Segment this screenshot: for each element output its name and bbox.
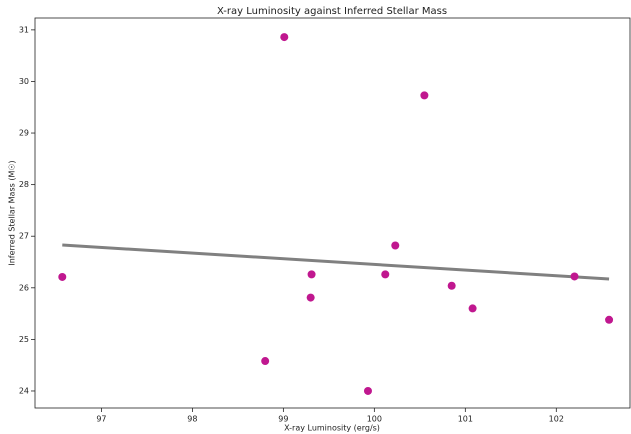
x-tick-label: 102: [549, 415, 564, 424]
data-point: [307, 270, 316, 279]
data-point: [447, 281, 456, 290]
y-tick-label: 29: [19, 129, 29, 138]
x-tick-label: 98: [187, 415, 197, 424]
y-tick-label: 24: [19, 386, 29, 395]
data-point: [280, 33, 289, 42]
data-point: [605, 315, 614, 324]
x-tick-label: 101: [458, 415, 473, 424]
data-point: [391, 241, 400, 250]
data-point: [570, 272, 579, 281]
y-tick-label: 27: [19, 232, 29, 241]
data-point: [420, 91, 429, 100]
data-point: [306, 293, 315, 302]
y-tick-label: 28: [19, 180, 29, 189]
x-axis-label: X-ray Luminosity (erg/s): [284, 424, 380, 433]
data-point: [261, 357, 270, 366]
data-point: [381, 270, 390, 279]
x-tick-label: 100: [367, 415, 382, 424]
y-axis-label: Inferred Stellar Mass (M☉): [8, 160, 17, 265]
y-tick-label: 26: [19, 283, 29, 292]
data-point: [58, 272, 67, 281]
plot-frame: [34, 17, 631, 409]
data-point: [363, 386, 372, 395]
x-tick-label: 99: [278, 415, 288, 424]
data-point: [468, 304, 477, 313]
chart-title: X-ray Luminosity against Inferred Stella…: [217, 6, 447, 17]
trend-line: [62, 243, 610, 281]
y-tick-label: 31: [19, 25, 29, 34]
y-tick-label: 30: [19, 77, 29, 86]
x-tick-label: 97: [96, 415, 106, 424]
y-tick-label: 25: [19, 335, 29, 344]
